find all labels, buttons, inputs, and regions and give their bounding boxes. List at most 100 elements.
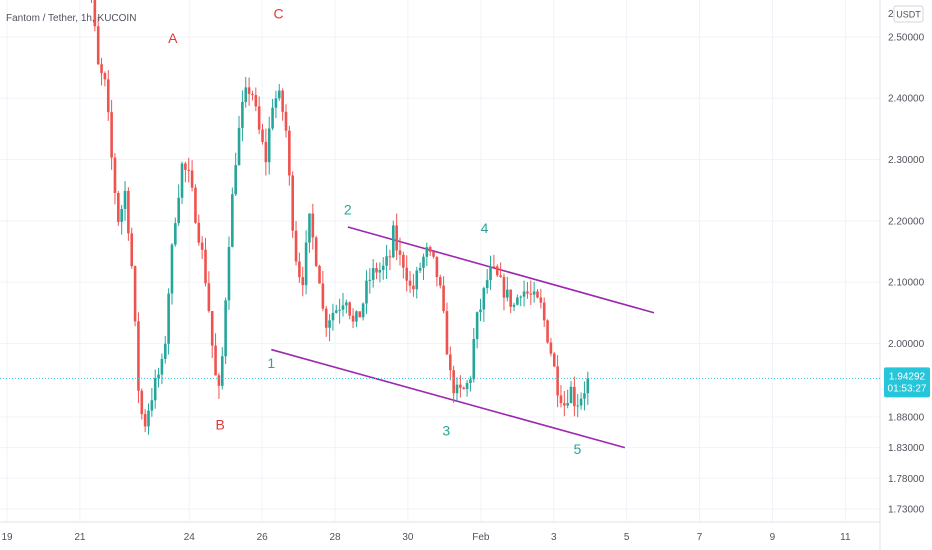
candle-body [190,170,194,188]
price-axis[interactable]: 1.73000 1.78000 1.83000 1.88000 2.00000 2.100… [888,0,925,515]
candle-body [143,414,147,427]
y-tick-label: 2.00000 [888,339,925,350]
candle-body [334,310,338,313]
candle-body [264,141,268,163]
wave-label-2: 2 [344,202,352,218]
candle-body [117,192,120,222]
channel-lower-line [271,348,626,449]
x-tick-label: 21 [74,532,86,543]
candle-body [381,265,385,270]
candle-body [324,308,328,328]
candle-body [435,256,439,278]
x-tick-label: 30 [402,532,414,543]
y-tick-label: 2.10000 [888,278,925,289]
candle-body [418,267,422,271]
candle-body [341,305,345,310]
candle-body [247,87,251,94]
time-axis[interactable]: 19 21 24 26 28 30 Feb 3 5 7 9 11 [1,532,851,543]
candle-body [425,247,429,257]
candle-body [428,247,432,252]
candle-body [103,73,107,80]
last-price-badge: 1.94292 01:53:27 [884,367,930,398]
candle-body [546,320,549,343]
wave-label-1: 1 [267,355,275,371]
candle-body [214,345,217,376]
candle-body [288,130,291,176]
candle-body [375,268,378,273]
countdown-timer: 01:53:27 [888,383,927,394]
candle-body [298,261,301,278]
candle-body [147,410,150,427]
candle-body [539,297,543,303]
candle-body [586,378,590,394]
x-tick-label: 3 [551,532,557,543]
candle-body [452,370,455,394]
candle-body [536,291,539,298]
candle-body [318,265,321,284]
candle-body [187,169,191,171]
candle-body [469,379,472,384]
candle-body [184,163,187,170]
y-tick-label: 1.78000 [888,474,925,485]
candle-body [529,293,533,295]
candle-body [204,249,207,284]
candle-body [217,375,221,386]
candle-body [133,266,137,322]
candle-body [224,300,227,357]
candle-body [422,256,425,268]
candle-body [345,302,348,306]
candle-body [294,230,298,262]
candle-body [351,315,355,322]
candle-body [234,165,237,195]
candle-body [338,309,341,311]
y-tick-label: 1.88000 [888,413,925,424]
candle-body [177,197,180,224]
wave-label-a: A [168,30,178,46]
candle-body [308,213,311,243]
candle-body [174,223,177,245]
candle-body [157,374,160,379]
candle-body [388,256,392,258]
candle-body [271,107,274,129]
candle-body [207,283,211,312]
last-price-value: 1.94292 [889,371,926,382]
candle-body [130,233,134,267]
candle-body [482,288,486,310]
candle-body [499,275,502,278]
candle-body [495,266,499,276]
candle-body [556,366,559,396]
candle-body [559,395,563,404]
y-tick-label: 2.30000 [888,155,925,166]
candle-body [579,398,583,406]
candle-body [438,277,442,286]
candle-body [237,127,241,166]
y-tick-label-partial: 2 [888,9,894,20]
candle-body [311,213,315,238]
candle-body [160,358,164,375]
candle-body [96,26,100,65]
candle-body [569,386,573,404]
candle-body [150,400,154,411]
y-tick-label: 1.83000 [888,443,925,454]
candle-body [385,256,388,266]
candle-body [542,302,546,321]
candle-body [395,225,398,251]
candle-body [110,112,113,158]
candle-body [576,405,580,407]
candle-body [516,297,519,305]
candle-body [522,291,526,297]
candle-body [227,246,231,301]
candle-body [492,266,496,268]
candles [90,0,590,435]
candle-body [412,285,415,290]
candle-body [120,208,123,222]
candle-body [180,163,184,198]
symbol-legend: Fantom / Tether, 1h, KUCOIN [6,13,136,24]
candle-body [566,403,569,406]
currency-badge[interactable]: USDT [893,5,924,23]
wave-label-b: B [216,416,225,432]
candle-body [281,90,284,112]
candle-body [261,129,264,142]
